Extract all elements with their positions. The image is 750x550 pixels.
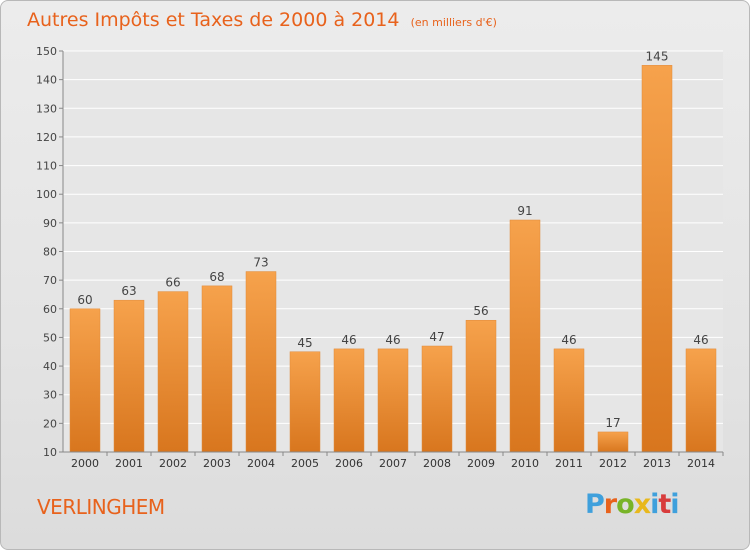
y-tick-label: 150: [36, 45, 57, 58]
x-tick-label-2005: 2005: [291, 457, 319, 470]
x-tick-label-2008: 2008: [423, 457, 451, 470]
y-tick-label: 50: [43, 331, 57, 344]
bar-2007: [377, 348, 409, 453]
bar-2014: [685, 348, 717, 453]
bars-layer: [69, 65, 717, 453]
logo-letter: o: [616, 489, 635, 520]
data-label-2013: 145: [646, 49, 669, 63]
y-tick-label: 60: [43, 303, 57, 316]
x-tick-label-2010: 2010: [511, 457, 539, 470]
labels-layer: 60 2000 63 2001 66 2002 68 2003 73 2004 45 2005 46 20…: [71, 49, 715, 470]
x-tick-label-2000: 2000: [71, 457, 99, 470]
data-label-2009: 56: [473, 304, 488, 318]
x-tick-label-2014: 2014: [687, 457, 715, 470]
x-tick-label-2007: 2007: [379, 457, 407, 470]
x-tick-label-2002: 2002: [159, 457, 187, 470]
bar-2012: [597, 431, 629, 453]
data-label-2006: 46: [341, 333, 356, 347]
x-tick-label-2009: 2009: [467, 457, 495, 470]
data-label-2012: 17: [605, 416, 620, 430]
data-label-2007: 46: [385, 333, 400, 347]
data-label-2011: 46: [561, 333, 576, 347]
bar-2011: [553, 348, 585, 453]
x-tick-label-2001: 2001: [115, 457, 143, 470]
bar-2009: [465, 319, 497, 453]
logo-letter: i: [650, 489, 659, 520]
x-tick-label-2011: 2011: [555, 457, 583, 470]
data-label-2010: 91: [517, 204, 532, 218]
bar-2002: [157, 291, 189, 453]
y-tick-label: 100: [36, 188, 57, 201]
y-tick-label: 140: [36, 74, 57, 87]
y-tick-label: 30: [43, 389, 57, 402]
location-label: VERLINGHEM: [37, 495, 165, 519]
y-tick-label: 20: [43, 417, 57, 430]
y-tick-label: 10: [43, 446, 57, 459]
data-label-2002: 66: [165, 276, 180, 290]
chart-subtitle: (en milliers d'€): [410, 16, 497, 29]
bar-2010: [509, 219, 541, 453]
x-tick-label-2006: 2006: [335, 457, 363, 470]
logo-letter: i: [670, 489, 679, 520]
x-tick-label-2012: 2012: [599, 457, 627, 470]
bar-2000: [69, 308, 101, 453]
data-label-2003: 68: [209, 270, 224, 284]
title-row: Autres Impôts et Taxes de 2000 à 2014 (e…: [27, 9, 497, 31]
bar-2013: [641, 65, 673, 453]
logo-letter: r: [603, 489, 617, 520]
bar-2006: [333, 348, 365, 453]
x-tick-label-2004: 2004: [247, 457, 275, 470]
y-tick-label: 70: [43, 274, 57, 287]
x-tick-label-2003: 2003: [203, 457, 231, 470]
logo-letter: x: [633, 489, 651, 520]
logo-letter: P: [585, 489, 605, 520]
y-tick-label: 120: [36, 131, 57, 144]
proxiti-logo[interactable]: Proxiti: [585, 489, 680, 520]
x-tick-label-2013: 2013: [643, 457, 671, 470]
chart-title: Autres Impôts et Taxes de 2000 à 2014: [27, 9, 400, 31]
y-tick-label: 90: [43, 217, 57, 230]
y-tick-label: 80: [43, 246, 57, 259]
bar-2008: [421, 345, 453, 453]
bar-2001: [113, 299, 145, 453]
y-tick-label: 130: [36, 102, 57, 115]
data-label-2000: 60: [77, 293, 92, 307]
data-label-2014: 46: [693, 333, 708, 347]
logo-letter: t: [658, 489, 671, 520]
y-tick-label: 110: [36, 160, 57, 173]
bar-2004: [245, 271, 277, 453]
data-label-2005: 45: [297, 336, 312, 350]
data-label-2008: 47: [429, 330, 444, 344]
data-label-2004: 73: [253, 256, 268, 270]
y-tick-label: 40: [43, 360, 57, 373]
data-label-2001: 63: [121, 284, 136, 298]
bar-2003: [201, 285, 233, 453]
bar-2005: [289, 351, 321, 453]
axis-layer: 10 20 30 40 50 60 70 80 90 100 110 120 130 140 150: [36, 45, 724, 459]
